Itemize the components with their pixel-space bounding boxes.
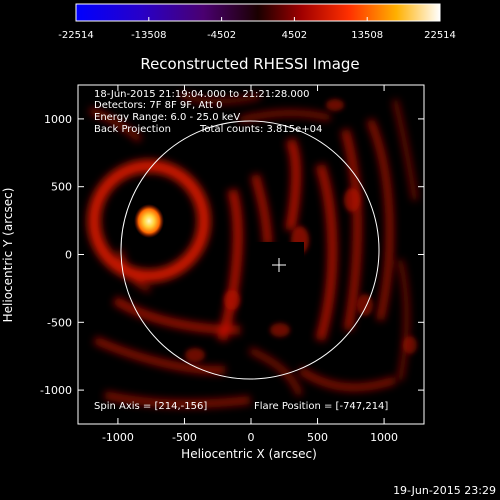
x-axis-label: Heliocentric X (arcsec): [181, 447, 317, 461]
x-tick-label: -500: [172, 431, 197, 444]
y-tick-label: -1000: [40, 384, 72, 397]
plot-background: [78, 85, 424, 424]
time-range-text: 18-Jun-2015 21:19:04.000 to 21:21:28.000: [94, 89, 310, 100]
colorbar: -22514 -13508 -4502 4502 13508 22514: [58, 3, 456, 41]
total-counts-text: Total counts: 3.815e+04: [199, 124, 322, 135]
y-tick-label: 0: [65, 249, 72, 262]
info-block: 18-Jun-2015 21:19:04.000 to 21:21:28.000…: [94, 89, 322, 135]
colorbar-tick-label: -4502: [207, 30, 236, 41]
emission-map: [87, 92, 418, 408]
image-title: Reconstructed RHESSI Image: [140, 55, 359, 73]
image-plot: -1000 -500 0 500 1000 1000 500 0 -500 -1000 18-J…: [40, 84, 425, 444]
x-axis-ticks: -1000 -500 0 500 1000: [102, 85, 398, 444]
y-axis-label: Heliocentric Y (arcsec): [1, 188, 15, 323]
colorbar-ticks: -22514 -13508 -4502 4502 13508 22514: [58, 17, 456, 41]
y-tick-label: -500: [47, 316, 72, 329]
colorbar-tick-label: 4502: [282, 30, 307, 41]
flare-position-text: Flare Position = [-747,214]: [254, 401, 388, 412]
detectors-text: Detectors: 7F 8F 9F, Att 0: [94, 100, 222, 111]
spin-axis-text: Spin Axis = [214,-156]: [94, 401, 207, 412]
x-tick-label: -1000: [102, 431, 134, 444]
energy-range-text: Energy Range: 6.0 - 25.0 keV: [94, 112, 240, 123]
colorbar-gradient: [75, 3, 441, 22]
x-tick-label: 500: [307, 431, 328, 444]
timestamp: 19-Jun-2015 23:29: [393, 484, 496, 497]
y-tick-label: 1000: [44, 113, 72, 126]
x-tick-label: 1000: [370, 431, 398, 444]
colorbar-tick-label: -22514: [58, 30, 93, 41]
method-text: Back Projection: [94, 124, 171, 135]
colorbar-tick-label: 22514: [424, 30, 456, 41]
colorbar-tick-label: 13508: [351, 30, 383, 41]
flare-hotspot: [134, 204, 164, 238]
x-tick-label: 0: [248, 431, 255, 444]
colorbar-tick-label: -13508: [131, 30, 166, 41]
y-tick-label: 500: [51, 181, 72, 194]
spin-axis-marker: [272, 258, 286, 272]
solar-limb: [120, 120, 380, 380]
emission-structures: [87, 92, 418, 408]
emission-ring: [87, 159, 211, 283]
y-axis-ticks: 1000 500 0 -500 -1000: [40, 113, 424, 397]
